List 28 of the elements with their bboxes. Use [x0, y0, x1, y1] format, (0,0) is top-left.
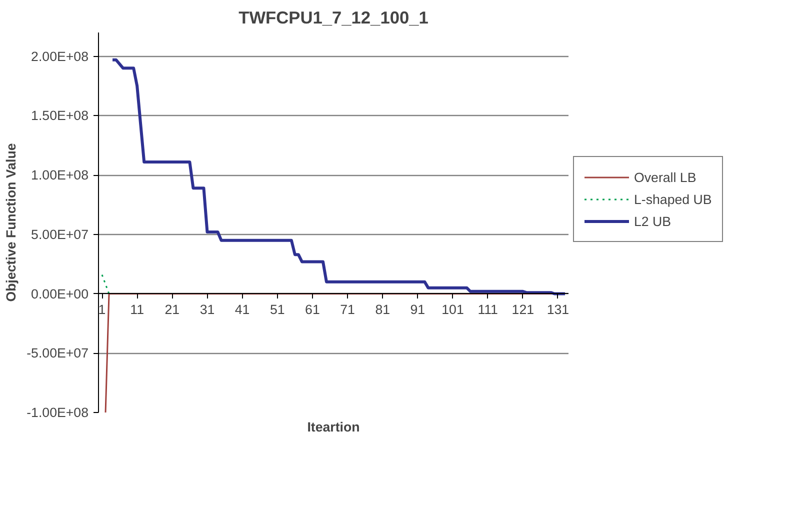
x-tick-label: 101	[442, 302, 464, 317]
y-tick-label: 0.00E+00	[31, 286, 89, 302]
x-tick-label: 41	[234, 302, 250, 317]
x-tick-label: 81	[375, 302, 390, 317]
legend-label: L2 UB	[634, 214, 672, 228]
x-tick-label: 61	[305, 302, 320, 317]
line-series	[111, 58, 566, 296]
x-tick-label: 1	[98, 302, 106, 317]
y-tick-label: 1.00E+08	[31, 168, 89, 182]
chart-title: TWFCPU1_7_12_100_1	[238, 8, 429, 28]
y-tick-label: 2.00E+08	[31, 48, 89, 64]
x-tick-label: 131	[546, 302, 570, 317]
y-axis-title: Objective Function Value	[4, 143, 19, 302]
y-tick-label: -5.00E+07	[26, 346, 89, 361]
x-tick-label: 31	[200, 302, 215, 317]
legend-label: L-shaped UB	[634, 192, 712, 206]
x-tick-label: 111	[478, 302, 498, 317]
x-axis-title: Iteartion	[307, 420, 360, 434]
y-tick-label: 5.00E+07	[31, 226, 89, 242]
x-tick-label: 11	[130, 302, 144, 317]
x-tick-label: 71	[340, 302, 355, 317]
y-tick-label: -1.00E+08	[26, 405, 89, 420]
x-tick-label: 121	[512, 302, 534, 317]
x-tick-label: 51	[270, 302, 285, 317]
x-tick-label: 91	[410, 302, 426, 317]
legend-label: Overall LB	[634, 170, 696, 184]
x-tick-label: 21	[164, 302, 180, 317]
y-tick-label: 1.50E+08	[31, 108, 89, 124]
